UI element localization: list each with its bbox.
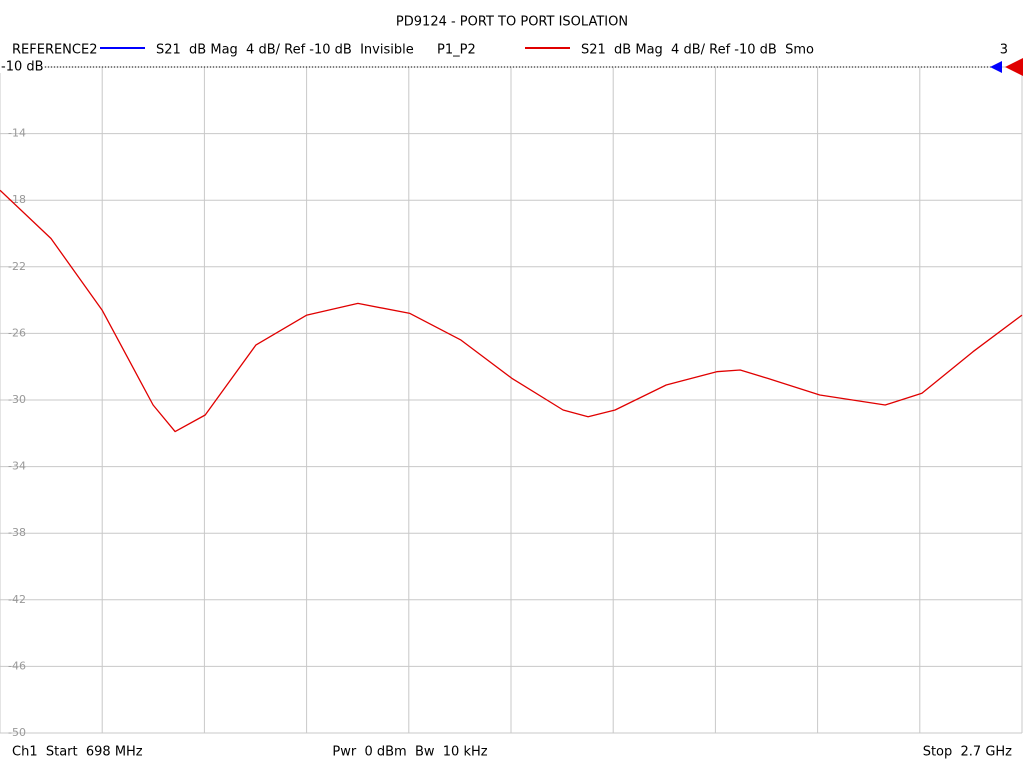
stop-label: Stop 2.7 GHz	[923, 745, 1012, 760]
start-label: Ch1 Start 698 MHz	[12, 745, 143, 760]
legend-label: REFERENCE2	[12, 43, 97, 58]
reference-label: -10 dB	[1, 60, 44, 75]
trace-line	[0, 189, 1023, 433]
legend-description: S21 dB Mag 4 dB/ Ref -10 dB Invisible	[156, 43, 414, 58]
chart-title: PD9124 - PORT TO PORT ISOLATION	[396, 15, 628, 30]
y-tick-label: -30	[8, 393, 26, 406]
y-tick-label: -18	[8, 193, 26, 206]
y-tick-label: -22	[8, 260, 26, 273]
y-tick-label: -14	[8, 127, 26, 140]
y-tick-label: -26	[8, 326, 26, 339]
ref-label-bg	[0, 60, 44, 73]
y-tick-label: -38	[8, 526, 26, 539]
legend-description: S21 dB Mag 4 dB/ Ref -10 dB Smo	[581, 43, 814, 58]
y-tick-label: -34	[8, 460, 26, 473]
y-tick-label: -46	[8, 659, 26, 672]
y-tick-label: -42	[8, 593, 26, 606]
reference-marker	[1005, 58, 1023, 76]
trace-count: 3	[1000, 43, 1008, 58]
y-tick-label: -50	[8, 726, 26, 739]
power-label: Pwr 0 dBm Bw 10 kHz	[332, 745, 487, 760]
reference-marker	[990, 61, 1002, 73]
legend-label: P1_P2	[437, 43, 476, 58]
